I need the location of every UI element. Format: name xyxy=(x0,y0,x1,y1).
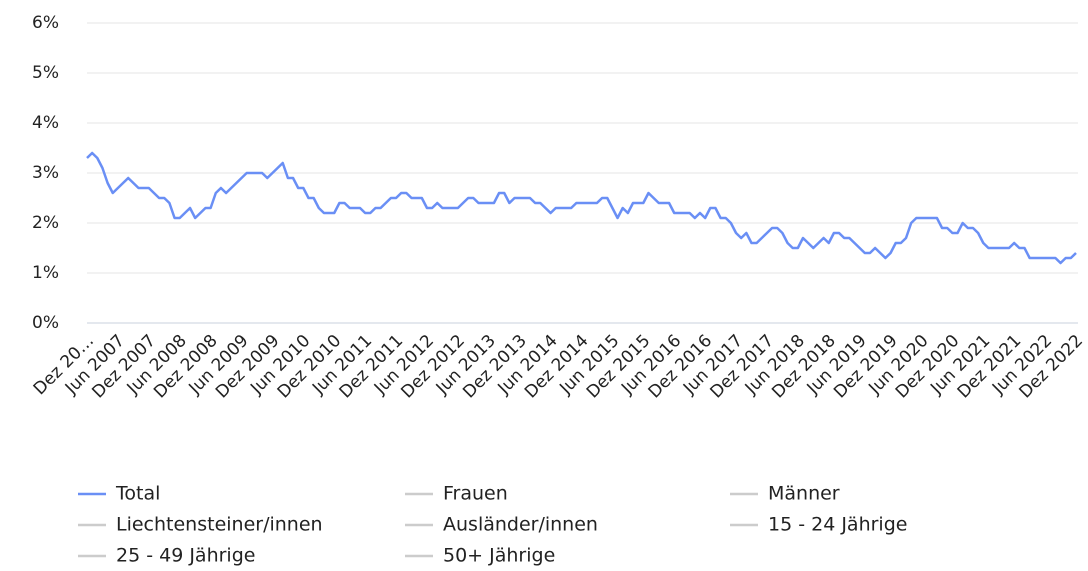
legend-label[interactable]: 50+ Jährige xyxy=(443,545,555,567)
y-tick-label: 0% xyxy=(32,313,59,333)
y-tick-label: 4% xyxy=(32,113,59,133)
legend-label[interactable]: Frauen xyxy=(443,483,508,505)
legend-label[interactable]: Ausländer/innen xyxy=(443,514,598,536)
line-series xyxy=(86,151,1077,265)
legend-label[interactable]: Männer xyxy=(768,483,840,505)
y-tick-label: 1% xyxy=(32,263,59,283)
y-tick-label: 5% xyxy=(32,63,59,83)
y-tick-label: 3% xyxy=(32,163,59,183)
legend-label[interactable]: Liechtensteiner/innen xyxy=(116,514,323,536)
legend-label[interactable]: Total xyxy=(115,483,160,505)
legend-label[interactable]: 25 - 49 Jährige xyxy=(116,545,255,567)
y-tick-label: 6% xyxy=(32,13,59,33)
legend-label[interactable]: 15 - 24 Jährige xyxy=(768,514,907,536)
y-tick-label: 2% xyxy=(32,213,59,233)
